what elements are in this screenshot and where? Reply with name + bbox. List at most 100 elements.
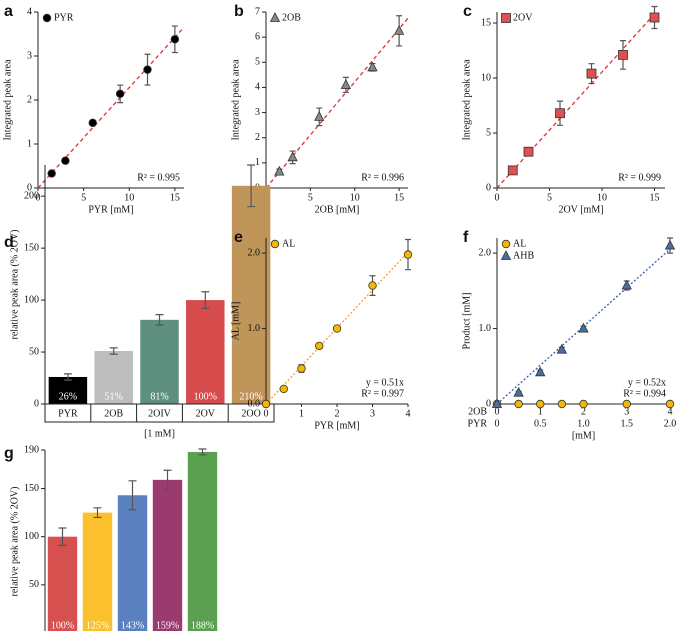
x-tick-label: 10 [124, 192, 134, 203]
point [314, 110, 325, 121]
x-tick-label: 2.0 [664, 418, 677, 429]
y-tick-label: 2.0 [248, 247, 261, 258]
point [315, 341, 324, 351]
value-label: 159% [156, 620, 179, 631]
annotation: y = 0.52x [628, 377, 666, 388]
legend-marker [501, 239, 511, 249]
y-tick-label: 5 [486, 127, 491, 138]
panel-letter: a [4, 3, 13, 20]
y-tick-label: 10 [481, 72, 491, 83]
annotation: R² = 0.995 [137, 172, 180, 183]
point [47, 169, 56, 178]
legend-label: AHB [513, 250, 534, 261]
x-tick-label: 15 [170, 192, 180, 203]
y-tick-label: 150 [24, 483, 39, 494]
y-tick-label: 0 [486, 182, 491, 193]
bar [47, 536, 78, 631]
panel-letter: e [234, 229, 243, 246]
error-bar [155, 314, 164, 326]
panel-letter: g [4, 445, 14, 462]
y-tick-label: 2 [255, 132, 260, 143]
legend-label: AL [513, 238, 526, 249]
fit-line [265, 17, 409, 189]
panel-letter: b [234, 3, 244, 20]
bar [152, 479, 183, 631]
y-tick-label: 0 [27, 182, 32, 193]
point [586, 68, 597, 79]
point [261, 399, 271, 409]
x-axis-label: 2OV [mM] [558, 204, 603, 215]
x2-tick-label: 3 [624, 406, 629, 417]
y-tick-label: 4 [255, 82, 260, 93]
point [579, 399, 588, 409]
x-tick-label: 15 [650, 192, 660, 203]
point [393, 25, 405, 35]
x-tick-label: 3 [370, 408, 375, 419]
y-tick-label: 50 [29, 346, 39, 357]
x-tick-label: 0.5 [534, 418, 547, 429]
legend-marker [269, 12, 281, 22]
value-label: 51% [105, 391, 123, 402]
x-tick-label: 2OO [241, 408, 260, 419]
point [556, 343, 568, 354]
bar [187, 451, 218, 631]
point [297, 364, 306, 373]
y-tick-label: 0.0 [248, 398, 261, 409]
bar [82, 512, 113, 631]
panel-letter: f [463, 229, 469, 246]
legend-marker [270, 239, 280, 249]
x-axis-label: PYR [mM] [88, 204, 133, 215]
error-bar [63, 373, 72, 381]
point [61, 156, 70, 165]
error-bar [93, 507, 102, 519]
y-axis-label: AL [mM] [230, 302, 241, 341]
x2-axis-name: 2OB [468, 406, 487, 417]
y-axis-label: Integrated peak area [461, 59, 472, 141]
point [507, 165, 518, 176]
x-tick-label: 0 [36, 192, 41, 203]
point [536, 399, 545, 409]
value-label: 210% [239, 391, 262, 402]
value-label: 143% [121, 620, 144, 631]
x-tick-label: 0 [264, 408, 269, 419]
point [274, 165, 285, 176]
legend-marker [501, 13, 511, 23]
bar [231, 185, 271, 404]
y-tick-label: 1.0 [248, 323, 261, 334]
x-tick-label: 5 [308, 192, 313, 203]
point [403, 250, 413, 259]
value-label: 188% [191, 620, 214, 631]
point [115, 89, 125, 99]
y-tick-label: 0 [34, 398, 39, 409]
bar [94, 351, 133, 404]
point [143, 65, 152, 74]
x-tick-label: 5 [81, 192, 86, 203]
error-bar [58, 527, 67, 546]
y-tick-label: 100 [24, 294, 39, 305]
value-label: 100% [51, 620, 74, 631]
legend-marker [500, 250, 512, 260]
point [621, 279, 632, 290]
x2-tick-label: 1 [538, 406, 543, 417]
x-tick-label: 2 [335, 408, 340, 419]
annotation: y = 0.51x [366, 377, 404, 388]
y-tick-label: 1 [255, 157, 260, 168]
x-tick-label: 2OIV [148, 408, 172, 419]
point [332, 324, 342, 333]
x-axis-label: [mM] [572, 430, 595, 441]
x-tick-label: 10 [350, 192, 360, 203]
point [279, 384, 288, 394]
legend-label: 2OV [513, 12, 533, 23]
x-tick-label: 15 [394, 192, 404, 203]
annotation: R² = 0.999 [618, 172, 661, 183]
x2-tick-label: 4 [668, 406, 673, 417]
point [555, 108, 565, 119]
point [367, 61, 378, 72]
x-tick-label: 2OB [104, 408, 123, 419]
point [170, 35, 180, 44]
annotation: R² = 0.997 [361, 388, 404, 399]
y-tick-label: 0 [486, 398, 491, 409]
value-label: 125% [86, 620, 109, 631]
x2-tick-label: 0 [495, 406, 500, 417]
